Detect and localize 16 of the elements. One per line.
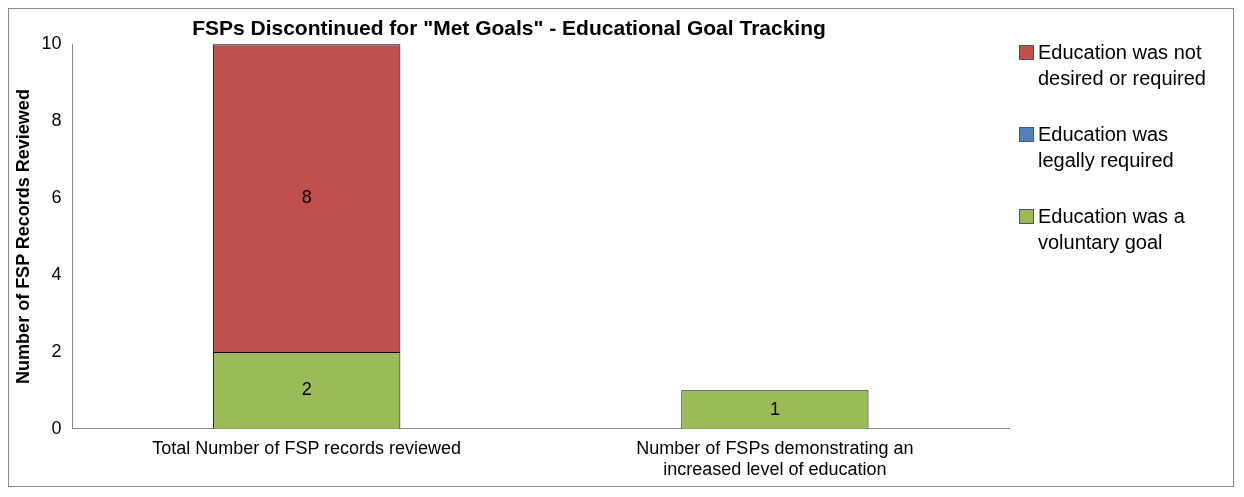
legend-label: Education was legally required: [1038, 122, 1175, 173]
y-tick-label: 4: [51, 263, 62, 284]
data-label: 8: [301, 187, 312, 208]
y-tick-label: 0: [51, 417, 62, 438]
legend-label: Education was not desired or required: [1038, 40, 1207, 91]
legend-label: Education was a voluntary goal: [1038, 204, 1186, 255]
y-tick-label: 6: [51, 187, 62, 208]
data-label: 1: [769, 398, 780, 419]
chart-title: FSPs Discontinued for "Met Goals" - Educational Goal Tracking: [192, 16, 826, 40]
x-tick-label: Number of FSPs demonstrating an increased level of education: [636, 437, 914, 480]
y-tick-label: 2: [51, 340, 62, 361]
y-tick-label: 10: [41, 33, 62, 54]
y-tick-label: 8: [51, 110, 62, 131]
x-tick-label: Total Number of FSP records reviewed: [152, 437, 462, 458]
data-label: 2: [301, 379, 312, 400]
y-axis-title: Number of FSP Records Reviewed: [12, 89, 33, 384]
